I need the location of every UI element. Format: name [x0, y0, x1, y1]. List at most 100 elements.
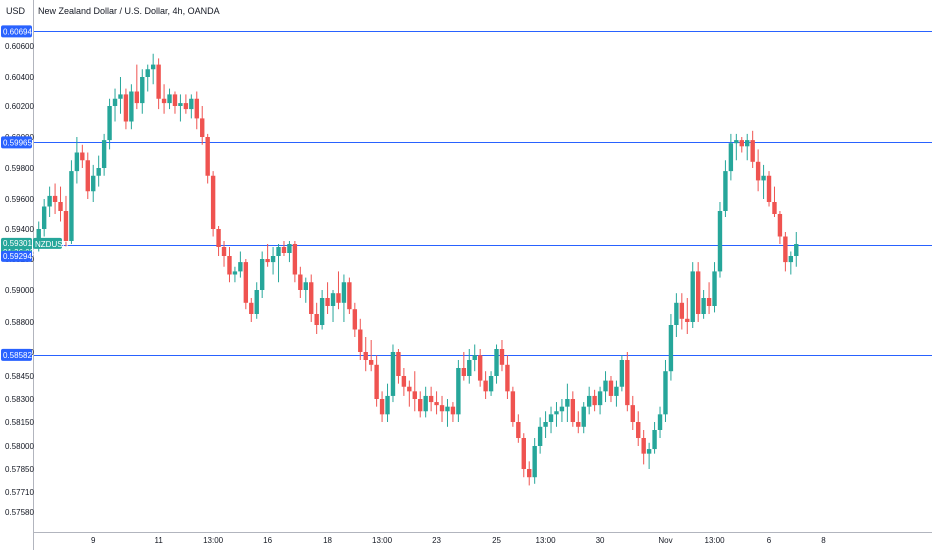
- level-tag-box: [1, 136, 32, 149]
- candle-body: [527, 469, 532, 478]
- candle-body: [74, 152, 80, 172]
- candle-body: [712, 271, 717, 306]
- candle-body: [352, 309, 358, 330]
- candle-body: [477, 355, 483, 381]
- x-tick-label: 9: [91, 536, 96, 545]
- candle-body: [755, 161, 761, 181]
- candle-body: [445, 406, 450, 412]
- y-tick-label: 0.58300: [5, 395, 34, 404]
- candle-body: [330, 293, 336, 306]
- candle-body: [390, 352, 396, 396]
- candle-body: [221, 247, 227, 256]
- candle-body: [559, 406, 565, 412]
- level-tag-box: [1, 250, 32, 262]
- candle-body: [47, 195, 52, 207]
- candle-body: [145, 69, 150, 77]
- candle-body: [249, 302, 254, 314]
- symbol-tag-label: NZDUSD: [35, 240, 69, 249]
- candle-body: [739, 140, 744, 147]
- candle-body: [766, 175, 772, 202]
- candle-body: [292, 244, 298, 275]
- candle-body: [695, 271, 701, 314]
- x-tick-label: 8: [821, 536, 826, 545]
- candle-body: [630, 405, 635, 422]
- candle-body: [385, 395, 390, 415]
- candle-body: [265, 259, 270, 263]
- candle-body: [592, 395, 597, 406]
- candle-body: [172, 94, 178, 106]
- candle-body: [58, 202, 63, 211]
- y-tick-label: 0.60600: [5, 42, 34, 51]
- candle-body: [772, 202, 777, 214]
- candle-body: [161, 98, 167, 104]
- y-tick-label: 0.57580: [5, 508, 34, 517]
- candle-body: [243, 262, 249, 303]
- candle-body: [227, 256, 232, 275]
- candle-body: [467, 360, 472, 376]
- x-tick-label: 16: [263, 536, 272, 545]
- candle-body: [603, 380, 608, 392]
- y-tick-label: 0.59400: [5, 225, 34, 234]
- y-tick-label: 0.59000: [5, 286, 34, 295]
- candle-body: [200, 118, 205, 137]
- candle-body: [597, 391, 603, 406]
- candle-body: [663, 371, 668, 415]
- candle-body: [586, 395, 592, 407]
- candle-body: [232, 271, 238, 275]
- candle-body: [428, 395, 434, 403]
- candle-body: [270, 256, 276, 263]
- candle-body: [570, 399, 576, 422]
- candle-body: [554, 411, 559, 415]
- x-tick-label: 13:00: [705, 536, 726, 545]
- candle-body: [309, 282, 314, 314]
- candle-body: [91, 175, 96, 192]
- candle-body: [238, 262, 243, 272]
- candle-body: [167, 94, 172, 104]
- candle-body: [347, 282, 352, 310]
- y-tick-label: 0.60200: [5, 102, 34, 111]
- candle-body: [341, 282, 347, 303]
- candle-body: [652, 430, 657, 450]
- price-tags: 0.606940.599650.592940.585820.5930101:36…: [1, 25, 69, 361]
- candle-body: [625, 360, 630, 406]
- candle-body: [488, 376, 494, 392]
- candle-body: [532, 446, 537, 478]
- x-tick-label: 13:00: [372, 536, 393, 545]
- candle-body: [303, 282, 308, 290]
- candle-body: [401, 376, 407, 387]
- candle-body: [134, 91, 140, 104]
- candle-body: [194, 98, 199, 119]
- candle-body: [494, 349, 499, 376]
- level-tag-label: 0.58582: [3, 351, 32, 360]
- candle-body: [706, 298, 712, 306]
- candle-body: [368, 360, 374, 365]
- candle-body: [728, 143, 734, 172]
- candle-body: [537, 426, 543, 446]
- x-tick-label: 11: [154, 536, 163, 545]
- candle-body: [783, 236, 788, 263]
- candle-body: [96, 168, 101, 176]
- candle-body: [510, 391, 516, 422]
- candle-body: [336, 293, 341, 303]
- candle-body: [418, 399, 423, 412]
- candle-body: [717, 211, 723, 272]
- candle-body: [641, 438, 646, 454]
- candles: [36, 53, 799, 486]
- candle-body: [314, 314, 319, 325]
- candle-body: [216, 229, 221, 247]
- x-tick-label: Nov: [658, 536, 672, 545]
- level-tag-box: [1, 348, 32, 361]
- candle-body: [543, 422, 548, 427]
- x-tick-label: 13:00: [203, 536, 224, 545]
- candle-body: [319, 298, 325, 325]
- candle-body: [101, 140, 107, 168]
- candle-body: [723, 171, 728, 211]
- candle-body: [298, 274, 303, 290]
- candle-body: [254, 290, 259, 314]
- candle-body: [205, 137, 210, 176]
- currency-label: USD: [6, 6, 26, 16]
- candle-body: [63, 211, 69, 241]
- candle-body: [788, 256, 794, 263]
- y-tick-label: 0.59800: [5, 164, 34, 173]
